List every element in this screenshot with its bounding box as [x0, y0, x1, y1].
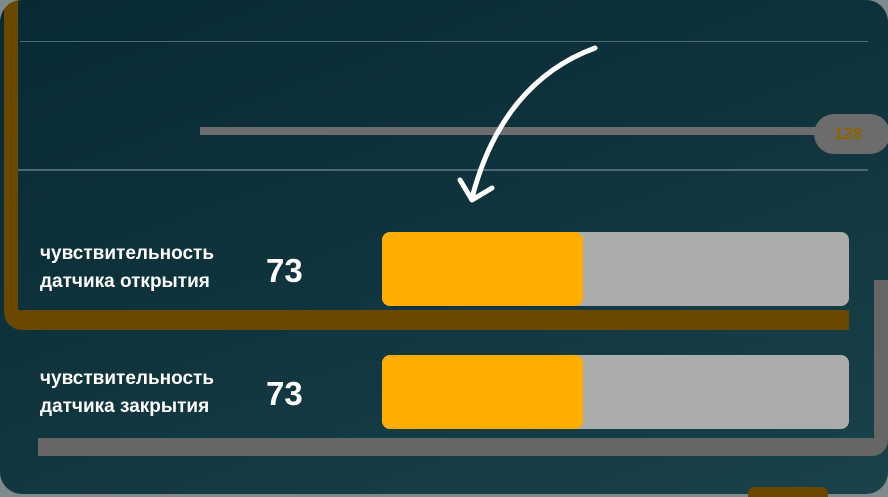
top-divider: [20, 41, 868, 42]
top-slider-track[interactable]: [200, 127, 830, 135]
slider-fill: [382, 232, 583, 306]
secondary-bracket: [38, 280, 888, 456]
row-label-line: датчика закрытия: [40, 396, 210, 417]
row-label-line: чувствительность: [40, 368, 215, 389]
opening-sensitivity-label: чувствительность датчика открытия: [40, 240, 260, 296]
top-slider-value-badge[interactable]: 128: [814, 114, 888, 154]
closing-sensitivity-value: 73: [266, 375, 303, 412]
curved-arrow-icon: [457, 45, 598, 203]
section-divider: [18, 169, 868, 171]
slider-fill: [382, 355, 583, 429]
row-label-line: датчика открытия: [40, 271, 210, 292]
closing-sensitivity-label: чувствительность датчика закрытия: [40, 365, 260, 421]
closing-sensitivity-slider[interactable]: [382, 355, 849, 429]
row-label-line: чувствительность: [40, 243, 215, 264]
bottom-tab: [748, 487, 828, 497]
opening-sensitivity-slider[interactable]: [382, 232, 849, 306]
highlight-bracket: [4, 0, 849, 330]
opening-sensitivity-value: 73: [266, 252, 303, 289]
